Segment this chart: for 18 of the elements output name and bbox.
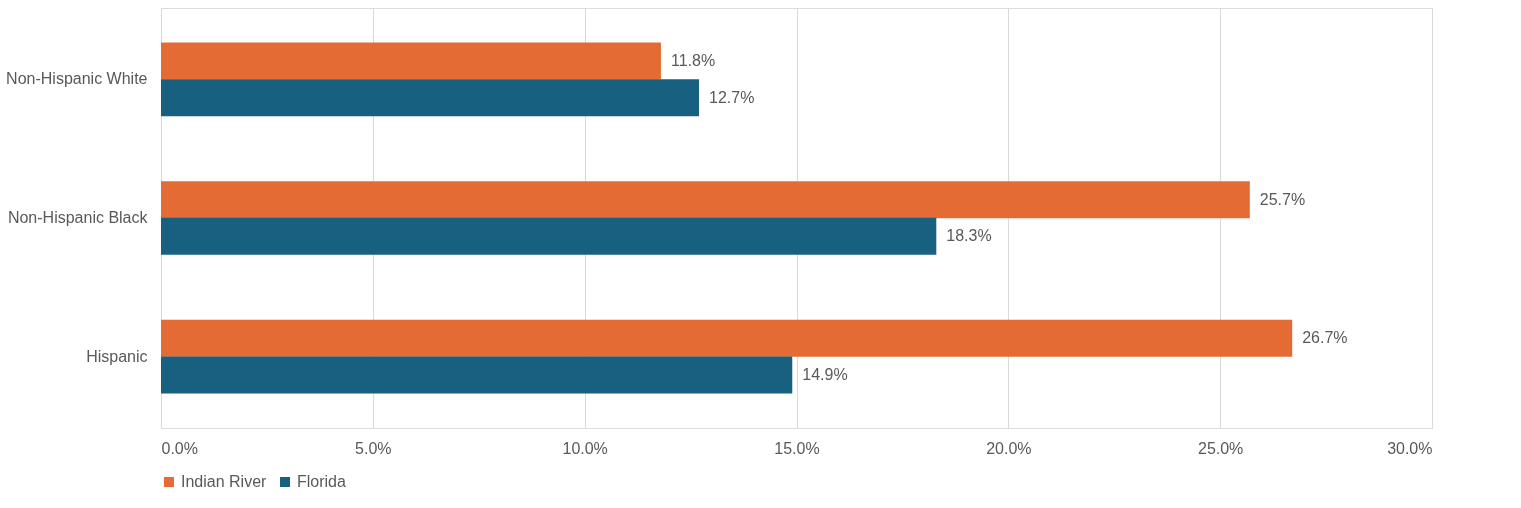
x-tick-label: 30.0% — [1387, 439, 1433, 457]
data-label: 11.8% — [670, 52, 716, 70]
x-tick-label: 15.0% — [774, 439, 820, 457]
x-tick-label: 25.0% — [1197, 439, 1244, 457]
x-tick-label: 10.0% — [562, 439, 608, 457]
legend-label: Florida — [297, 473, 347, 490]
data-label: 18.3% — [946, 227, 992, 245]
legend-label: Indian River — [181, 473, 268, 490]
y-tick-label: Non-Hispanic Black — [7, 209, 149, 226]
y-tick-label: Hispanic — [86, 347, 148, 365]
y-tick-label: Non-Hispanic White — [6, 70, 148, 88]
x-tick-label: 5.0% — [355, 439, 392, 457]
x-tick-label: 0.0% — [161, 439, 198, 457]
data-label: 14.9% — [802, 365, 848, 383]
x-tick-label: 20.0% — [986, 439, 1032, 457]
data-label: 26.7% — [1302, 329, 1348, 347]
data-label: 25.7% — [1259, 190, 1306, 208]
data-label: 12.7% — [709, 88, 755, 106]
